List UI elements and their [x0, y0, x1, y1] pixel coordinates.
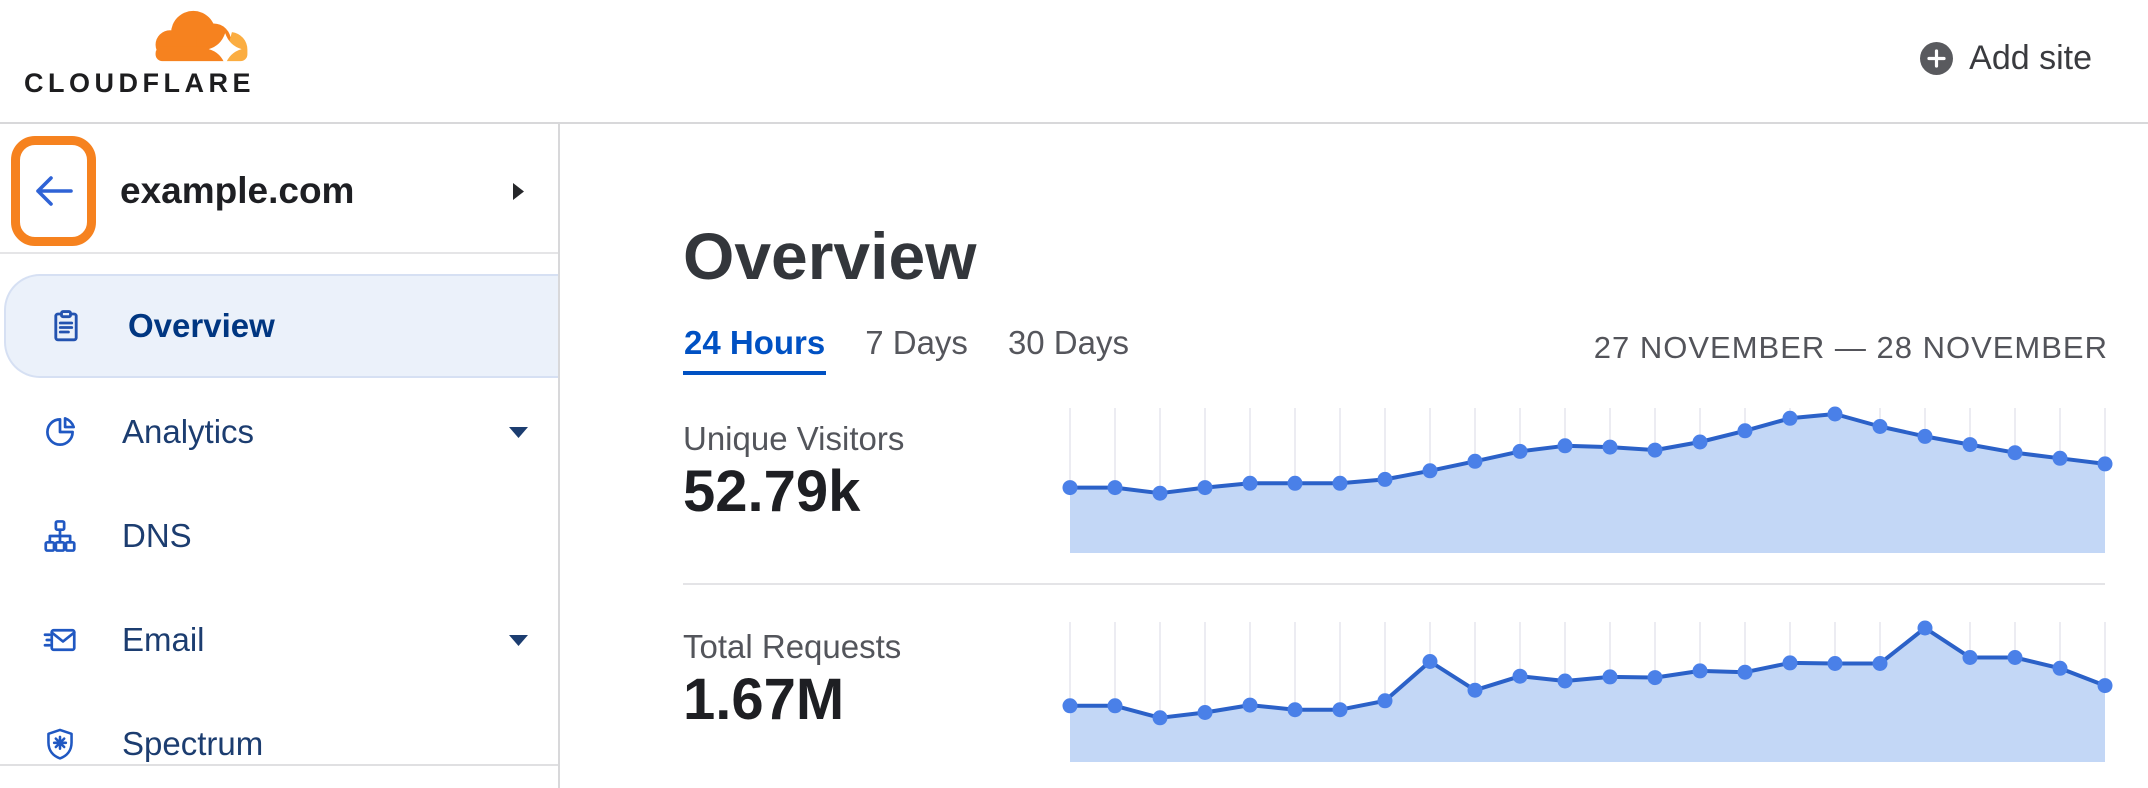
- logo-wordmark: CLOUDFLARE: [24, 68, 255, 98]
- sidebar-item-label: Overview: [128, 307, 275, 344]
- back-button[interactable]: [31, 173, 77, 209]
- sidebar-item-analytics[interactable]: Analytics: [0, 382, 558, 482]
- sidebar: example.com Overview: [0, 124, 560, 788]
- sidebar-item-label: DNS: [122, 517, 192, 554]
- chevron-down-icon: [508, 634, 529, 647]
- sidebar-item-spectrum[interactable]: Spectrum: [0, 694, 558, 788]
- arrow-left-icon: [35, 176, 73, 206]
- metric-value-unique-visitors: 52.79k: [683, 459, 861, 524]
- total-requests-chart: [1062, 620, 2113, 762]
- plus-circle-icon: [1920, 41, 1954, 75]
- sidebar-item-dns[interactable]: DNS: [0, 486, 558, 586]
- chevron-down-icon: [508, 426, 529, 439]
- date-range-label: 27 NOVEMBER — 28 NOVEMBER: [1593, 330, 2108, 365]
- metric-label-total-requests: Total Requests: [683, 628, 902, 665]
- top-header: CLOUDFLARE Add site: [0, 0, 2148, 124]
- tab-7-days[interactable]: 7 Days: [864, 324, 969, 375]
- tab-24-hours[interactable]: 24 Hours: [683, 324, 827, 375]
- sidebar-section-divider: [0, 764, 558, 766]
- email-icon: [42, 622, 78, 658]
- caret-right-icon: [513, 183, 524, 200]
- pie-chart-icon: [42, 414, 78, 450]
- metrics-divider: [683, 583, 2105, 585]
- unique-visitors-chart: [1062, 406, 2113, 553]
- sidebar-item-overview[interactable]: Overview: [4, 274, 558, 378]
- tab-30-days[interactable]: 30 Days: [1007, 324, 1130, 375]
- cloudflare-cloud-icon: [155, 10, 248, 66]
- cloudflare-logo[interactable]: CLOUDFLARE: [24, 4, 264, 104]
- clipboard-icon: [48, 308, 84, 344]
- sidebar-item-email[interactable]: Email: [0, 590, 558, 690]
- site-name: example.com: [120, 170, 355, 211]
- shield-icon: [42, 726, 78, 762]
- add-site-button[interactable]: Add site: [1920, 34, 2092, 82]
- sidebar-item-label: Email: [122, 621, 205, 658]
- back-button-highlight-annotation: [11, 136, 96, 246]
- sidebar-item-label: Analytics: [122, 413, 255, 450]
- dns-tree-icon: [42, 518, 78, 554]
- time-range-tabs: 24 Hours 7 Days 30 Days: [683, 324, 1130, 375]
- page-title: Overview: [683, 219, 977, 293]
- sidebar-item-label: Spectrum: [122, 725, 264, 762]
- sidebar-divider: [0, 252, 558, 254]
- site-expand-caret[interactable]: [512, 182, 525, 201]
- add-site-label: Add site: [1969, 38, 2092, 77]
- metric-value-total-requests: 1.67M: [683, 667, 845, 732]
- metric-label-unique-visitors: Unique Visitors: [683, 420, 905, 457]
